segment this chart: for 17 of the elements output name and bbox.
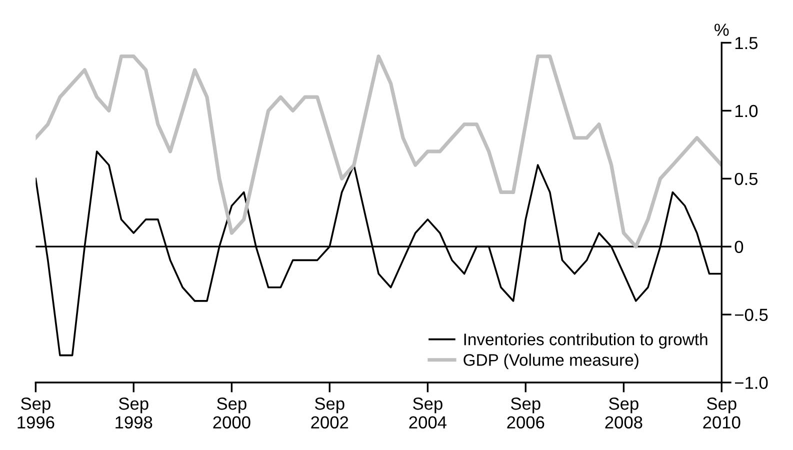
y-tick-label: 1.0 [735,104,758,118]
x-tick-label: Sep 2006 [507,398,544,429]
x-tick-label: Sep 1996 [18,398,54,429]
x-tick-label: Sep 2008 [605,398,642,429]
x-tick-label: Sep 2010 [703,398,740,429]
legend-label: GDP (Volume measure) [464,354,638,370]
x-tick-label: Sep 2004 [409,398,446,429]
y-tick-label: −1.0 [734,376,768,389]
y-tick-label: 1.5 [735,37,758,50]
x-tick-label: Sep 2000 [213,398,250,429]
y-axis-title: % [714,24,729,36]
y-tick-label: −0.5 [734,308,768,322]
y-tick-label: 0.5 [734,172,758,186]
legend-label: Inventories contribution to growth [464,333,708,349]
y-tick-label: 0 [734,240,744,254]
x-tick-label: Sep 2002 [311,398,348,429]
x-tick-label: Sep 1998 [116,398,152,429]
